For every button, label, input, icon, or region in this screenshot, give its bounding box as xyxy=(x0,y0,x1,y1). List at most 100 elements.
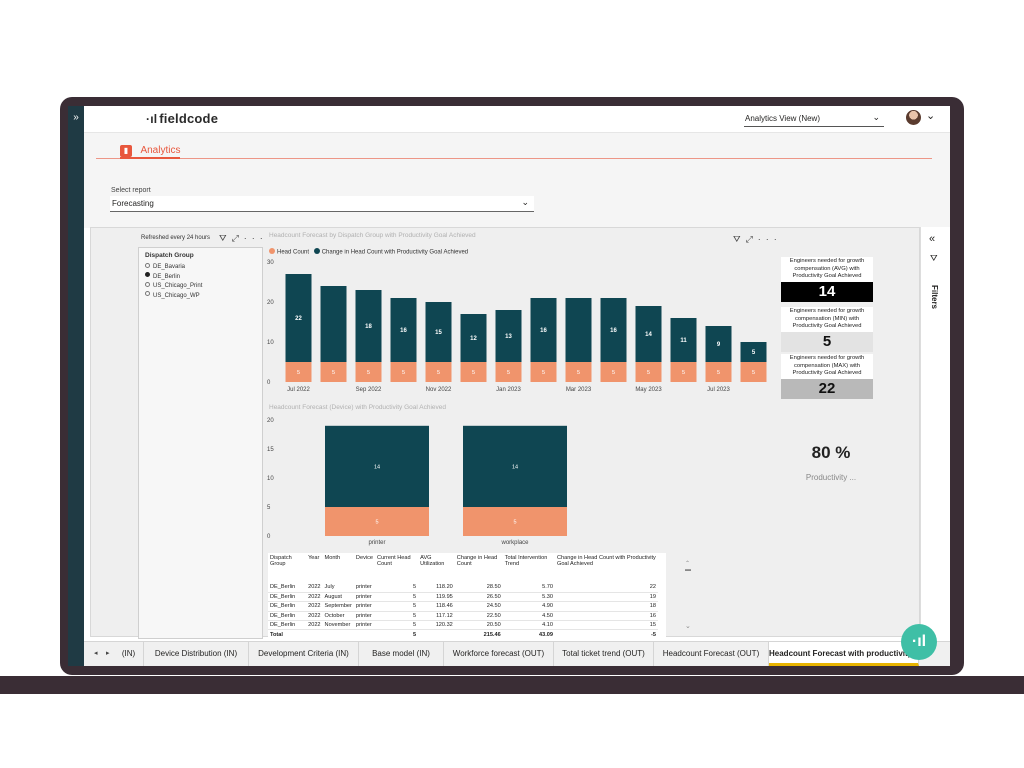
radio-button[interactable] xyxy=(145,291,150,297)
table-cell: October xyxy=(322,611,354,622)
page-tab[interactable]: Headcount Forecast (OUT) xyxy=(654,642,769,666)
productivity-kpi-label: Productivity ... xyxy=(805,473,857,482)
table-cell: DE_Berlin xyxy=(268,601,307,612)
left-rail: » xyxy=(68,106,84,666)
more-options-icon[interactable]: ··· xyxy=(757,234,782,244)
radio-button[interactable] xyxy=(145,262,150,268)
data-label: 15 xyxy=(435,330,442,336)
card-label: Engineers needed for growth compensation… xyxy=(781,354,873,379)
data-label: 16 xyxy=(400,328,407,334)
page-tab[interactable]: Device Distribution (IN) xyxy=(144,642,249,666)
slicer-title: Dispatch Group xyxy=(145,252,194,259)
card-label: Engineers needed for growth compensation… xyxy=(781,257,873,282)
tab-active-indicator xyxy=(120,157,180,159)
y-tick-label: 15 xyxy=(267,447,274,453)
data-label: 5 xyxy=(472,370,475,376)
report-canvas: Refreshed every 24 hours ⛛⤢··· Dispatch … xyxy=(90,227,920,639)
data-label: 5 xyxy=(577,370,580,376)
x-tick-label: printer xyxy=(368,540,385,546)
engineers-card: Engineers needed for growth compensation… xyxy=(781,354,873,399)
x-tick-label: Sep 2022 xyxy=(356,387,382,393)
table-row: DE_Berlin 2022 September printer 5 118.46 24.5… xyxy=(268,601,658,612)
focus-mode-icon[interactable]: ⤢ xyxy=(745,234,758,244)
filters-pane[interactable]: « ⛛ Filters xyxy=(920,227,950,637)
card-value: 22 xyxy=(781,378,873,399)
table-cell: DE_Berlin xyxy=(268,611,307,622)
total-cell: Total xyxy=(268,629,307,638)
bar-change xyxy=(425,302,452,362)
page-tab[interactable]: Base model (IN) xyxy=(359,642,444,666)
slicer-option-label: DE_Berlin xyxy=(153,273,181,280)
bar-head-count xyxy=(325,507,429,536)
table-cell: 5.30 xyxy=(502,592,555,603)
column-header[interactable]: Dispatch Group xyxy=(270,555,292,567)
table-scroll-down[interactable]: ⌄ xyxy=(685,623,691,630)
table-scroll-up[interactable]: ⌃ ▬ xyxy=(685,561,691,573)
chat-assistant-icon[interactable]: ·ıl xyxy=(901,624,937,660)
data-label: 12 xyxy=(470,336,477,342)
page-tab[interactable]: Workforce forecast (OUT) xyxy=(444,642,554,666)
table-cell: 120.32 xyxy=(418,620,455,631)
chart1-legend: Head Count Change in Head Count with Pro… xyxy=(269,248,468,256)
legend-head-count: Head Count xyxy=(277,249,310,256)
table-row: DE_Berlin 2022 October printer 5 117.12 22.50 4… xyxy=(268,611,658,622)
chevron-down-icon: ⌄ xyxy=(521,197,529,207)
tab-prev-icon[interactable]: ◂ xyxy=(94,650,98,657)
page-tab[interactable]: Headcount Forecast with productivity goa xyxy=(769,642,929,666)
y-tick-label: 0 xyxy=(267,380,271,386)
bar-head-count xyxy=(285,362,312,382)
total-cell: 5 xyxy=(375,629,419,638)
table-cell: 19 xyxy=(554,592,658,603)
top-bar: ·ıl fieldcode Analytics View (New) ⌄ ⌄ xyxy=(84,106,950,133)
page-tab[interactable]: Total ticket trend (OUT) xyxy=(554,642,654,666)
bar-change xyxy=(495,310,522,362)
bar-change xyxy=(530,298,557,362)
chevron-down-icon[interactable]: ⌄ xyxy=(926,110,936,122)
slicer-option-label: US_Chicago_Print xyxy=(153,283,203,289)
double-chevron-left-icon[interactable]: « xyxy=(929,233,936,245)
tab-analytics[interactable]: ▮ Analytics xyxy=(120,142,180,162)
column-header[interactable]: Change in Head Count with Productivity G… xyxy=(556,555,656,567)
avatar[interactable] xyxy=(906,110,921,125)
page-tab[interactable]: Development Criteria (IN) xyxy=(249,642,359,666)
slicer-visual-toolbar: ⛛⤢··· xyxy=(219,233,268,244)
funnel-icon[interactable]: ⛛ xyxy=(733,234,746,244)
funnel-icon[interactable]: ⛛ xyxy=(219,233,232,243)
bar-change xyxy=(740,342,767,362)
table-cell: printer xyxy=(353,611,376,622)
table-cell: 5 xyxy=(375,592,419,603)
column-header[interactable]: Current Head Count xyxy=(377,555,411,567)
tab-next-icon[interactable]: ▸ xyxy=(106,650,110,657)
column-header[interactable]: Change in Head Count xyxy=(456,555,498,567)
legend-swatch-head-count xyxy=(269,248,275,254)
column-header[interactable]: Device xyxy=(355,555,374,561)
column-header[interactable]: Month xyxy=(324,555,341,561)
column-header[interactable]: AVG Utilization xyxy=(420,555,445,567)
view-selector[interactable]: Analytics View (New) ⌄ xyxy=(744,112,884,127)
focus-mode-icon[interactable]: ⤢ xyxy=(231,233,244,243)
radio-button[interactable] xyxy=(145,281,150,287)
page-tab[interactable]: (IN) xyxy=(114,642,144,666)
total-cell: 215.46 xyxy=(454,629,503,638)
slicer-option[interactable]: US_Chicago_Print xyxy=(145,281,256,292)
double-chevron-right-icon[interactable]: » xyxy=(73,112,79,123)
data-label: 5 xyxy=(375,520,378,526)
data-label: 16 xyxy=(540,328,547,334)
slicer-option[interactable]: DE_Bavaria xyxy=(145,262,256,273)
x-tick-label: Jul 2022 xyxy=(287,387,310,393)
tab-analytics-label: Analytics xyxy=(140,145,181,157)
bar-head-count xyxy=(670,362,697,382)
select-report-dropdown[interactable]: Forecasting ⌄ xyxy=(110,196,534,212)
card-value: 14 xyxy=(781,281,873,302)
slicer-option[interactable]: US_Chicago_WP xyxy=(145,291,256,302)
table-cell: 24.50 xyxy=(454,601,503,612)
table-cell: 2022 xyxy=(306,583,323,593)
data-label: 5 xyxy=(752,370,755,376)
more-options-icon[interactable]: ··· xyxy=(243,233,268,243)
column-header[interactable]: Year xyxy=(308,555,320,561)
slicer-option[interactable]: DE_Berlin xyxy=(145,272,256,283)
radio-button[interactable] xyxy=(145,272,150,278)
engineers-card: Engineers needed for growth compensation… xyxy=(781,257,873,302)
y-tick-label: 20 xyxy=(267,300,274,306)
column-header[interactable]: Total Intervention Trend xyxy=(504,555,548,567)
